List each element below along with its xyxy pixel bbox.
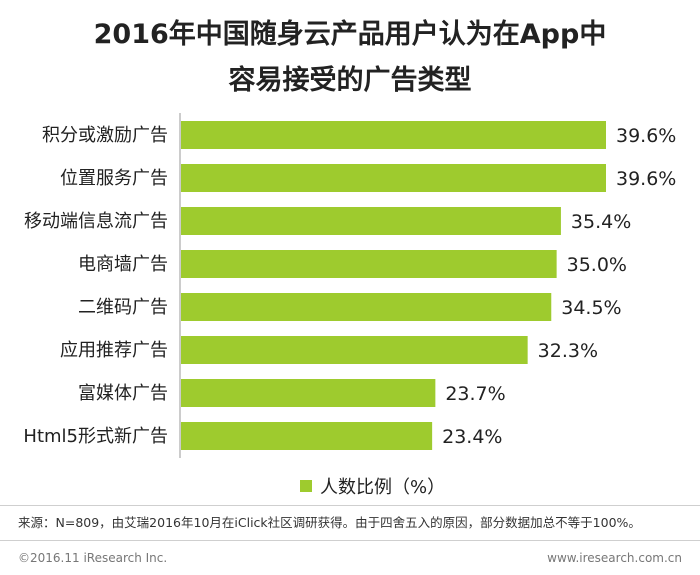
bar <box>181 164 606 192</box>
category-label: 二维码广告 <box>78 297 168 318</box>
website: www.iresearch.com.cn <box>547 551 682 565</box>
bar <box>181 293 552 321</box>
value-label: 35.0% <box>567 254 627 276</box>
bar <box>181 379 436 407</box>
category-label: 移动端信息流广告 <box>24 211 168 232</box>
bar <box>181 207 561 235</box>
source-divider <box>0 505 700 506</box>
bar <box>181 250 557 278</box>
copyright: ©2016.11 iResearch Inc. <box>18 551 168 565</box>
value-label: 23.7% <box>445 383 505 405</box>
bar <box>181 336 528 364</box>
category-label: 位置服务广告 <box>60 168 168 189</box>
category-label: 富媒体广告 <box>78 383 168 404</box>
source-note: 来源：N=809，由艾瑞2016年10月在iClick社区调研获得。由于四舍五入… <box>18 515 641 530</box>
legend: 人数比例（%） <box>300 473 445 499</box>
chart-title-line1: 2016年中国随身云产品用户认为在App中 <box>93 19 607 50</box>
bar <box>181 422 433 450</box>
value-label: 34.5% <box>561 297 621 319</box>
bar <box>181 121 606 149</box>
category-label: 积分或激励广告 <box>42 125 168 146</box>
legend-label: 人数比例（%） <box>320 477 446 498</box>
bar-chart: 积分或激励广告 39.6% 位置服务广告 39.6% 移动端信息流广告 35.4% 电商墙广… <box>23 113 676 458</box>
chart-title-line2: 容易接受的广告类型 <box>228 65 472 96</box>
category-label: 电商墙广告 <box>78 254 168 275</box>
legend-swatch <box>300 480 312 492</box>
category-label: Html5形式新广告 <box>23 426 168 447</box>
value-label: 39.6% <box>616 168 676 190</box>
value-label: 23.4% <box>442 426 502 448</box>
category-label: 应用推荐广告 <box>60 340 168 361</box>
value-label: 39.6% <box>616 125 676 147</box>
value-label: 35.4% <box>571 211 631 233</box>
value-label: 32.3% <box>538 340 598 362</box>
footer-divider <box>0 540 700 541</box>
